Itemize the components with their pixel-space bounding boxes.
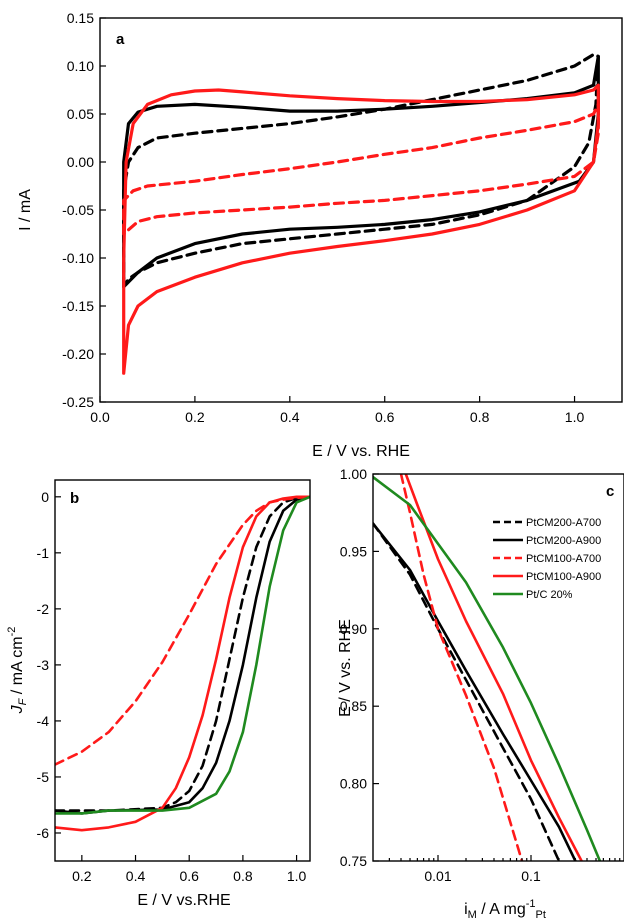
panel-a-y-tick-label: -0.10 [62, 250, 94, 266]
panel-a-y-tick-label: -0.05 [62, 202, 94, 218]
panel-a-y-axis-title: I / mA [17, 189, 34, 231]
panel-b-ticks: 0.2 0.4 0.6 0.8 1.0 -6 -5 -4 -3 -2 -1 0 [37, 489, 307, 884]
panel-c-letter: c [606, 483, 614, 500]
panel-a-x-tick-label: 0.2 [185, 409, 205, 425]
panel-a-series-0-line [122, 52, 600, 289]
panel-a-x-axis-title: E / V vs. RHE [312, 443, 410, 460]
panel-b-series-3-line [55, 495, 310, 832]
panel-a-x-tick-label: 0.6 [375, 409, 395, 425]
panel-c-y-tick-label: 0.95 [340, 543, 367, 559]
panel-b-series-4-line [55, 495, 310, 815]
panel-c-series-4-line [373, 475, 602, 861]
panel-b-y-tick-label: -6 [37, 825, 50, 841]
panel-a-letter: a [116, 31, 125, 48]
panel-a-y-tick-label: 0.05 [67, 106, 94, 122]
legend-label: PtCM100-A900 [526, 571, 601, 583]
panel-b-chart: 0.2 0.4 0.6 0.8 1.0 -6 -5 -4 -3 -2 -1 0 b E / V vs.… [6, 479, 311, 909]
panel-c-y-tick-label: 0.75 [340, 853, 367, 869]
panel-c-series-0-line [373, 522, 561, 861]
panel-a-y-tick-label: -0.15 [62, 298, 94, 314]
panel-c-x-tick-label: 0.1 [521, 868, 541, 884]
panel-c-series-1-line [373, 522, 577, 861]
panel-b-x-tick-label: 0.4 [126, 868, 146, 884]
panel-b-y-tick-label: 0 [41, 489, 49, 505]
panel-b-y-tick-label: -3 [37, 657, 50, 673]
panel-a-chart: 0.0 0.2 0.4 0.6 0.8 1.0 -0.25 -0.20 -0.15 -0.10 -0… [17, 10, 623, 460]
legend-label: Pt/C 20% [526, 589, 573, 601]
panel-b-series-1-line [55, 495, 310, 815]
panel-a-y-tick-label: -0.20 [62, 346, 94, 362]
panel-b-y-tick-label: -5 [37, 769, 50, 785]
panel-a-y-tick-label: 0.00 [67, 154, 94, 170]
panel-b-letter: b [70, 490, 79, 507]
panel-c-series [373, 474, 602, 861]
panel-c-x-tick-label: 0.01 [424, 868, 451, 884]
panel-b-x-tick-label: 0.2 [72, 868, 92, 884]
panel-c-y-tick-label: 0.85 [340, 698, 367, 714]
legend-label: PtCM200-A700 [526, 517, 601, 529]
panel-b-y-tick-label: -4 [37, 713, 50, 729]
panel-b-series [55, 495, 310, 832]
panel-c-series-3-line [404, 474, 583, 861]
panel-b-frame [54, 479, 311, 862]
panel-a-series-2-line [122, 102, 600, 236]
panel-c-ticks: 0.01 0.1 0.75 0.80 0.85 0.90 0.95 1.00 [340, 466, 621, 884]
panel-a-series-3-line [122, 83, 600, 375]
panel-a-x-tick-label: 0.4 [280, 409, 300, 425]
panel-c-legend: PtCM200-A700 PtCM200-A900 PtCM100-A700 PtCM… [493, 517, 601, 601]
panel-b-series-0-line [55, 495, 310, 812]
panel-a-series [122, 52, 600, 375]
panel-a-x-tick-label: 0.0 [90, 409, 110, 425]
panel-a-y-tick-label: -0.25 [62, 394, 94, 410]
panel-b-x-axis-title: E / V vs.RHE [137, 892, 230, 909]
panel-b-y-tick-label: -1 [37, 545, 50, 561]
panel-c-y-tick-label: 1.00 [340, 466, 367, 482]
panel-a-y-tick-label: 0.15 [67, 10, 94, 26]
panel-a-series-1-line [122, 54, 600, 289]
legend-label: PtCM200-A900 [526, 535, 601, 547]
svg-text:JF / mA cm-2: JF / mA cm-2 [6, 627, 29, 715]
panel-c-chart: 0.01 0.1 0.75 0.80 0.85 0.90 0.95 1.00 c PtCM20… [337, 466, 624, 921]
panel-a-y-tick-label: 0.10 [67, 58, 94, 74]
panel-c-y-axis-title: E / V vs. RHE [337, 619, 354, 717]
panel-c-series-2-line [399, 474, 524, 861]
legend-label: PtCM100-A700 [526, 553, 601, 565]
panel-a-x-tick-label: 0.8 [470, 409, 490, 425]
panel-a-ticks: 0.0 0.2 0.4 0.6 0.8 1.0 -0.25 -0.20 -0.15 -0.10 -0… [62, 10, 584, 425]
panel-b-x-tick-label: 1.0 [287, 868, 307, 884]
panel-c-y-tick-label: 0.90 [340, 621, 367, 637]
panel-c-frame [372, 473, 624, 862]
panel-b-x-tick-label: 0.6 [179, 868, 199, 884]
panel-c-x-axis-title: iM / A mg-1Pt [464, 898, 546, 921]
panel-b-y-tick-label: -2 [37, 601, 50, 617]
panel-c-y-tick-label: 0.80 [340, 776, 367, 792]
panel-b-x-tick-label: 0.8 [233, 868, 253, 884]
panel-b-y-axis-title: JF / mA cm-2 [6, 627, 29, 715]
panel-a-x-tick-label: 1.0 [565, 409, 585, 425]
svg-text:iM / A mg-1Pt: iM / A mg-1Pt [464, 898, 546, 921]
